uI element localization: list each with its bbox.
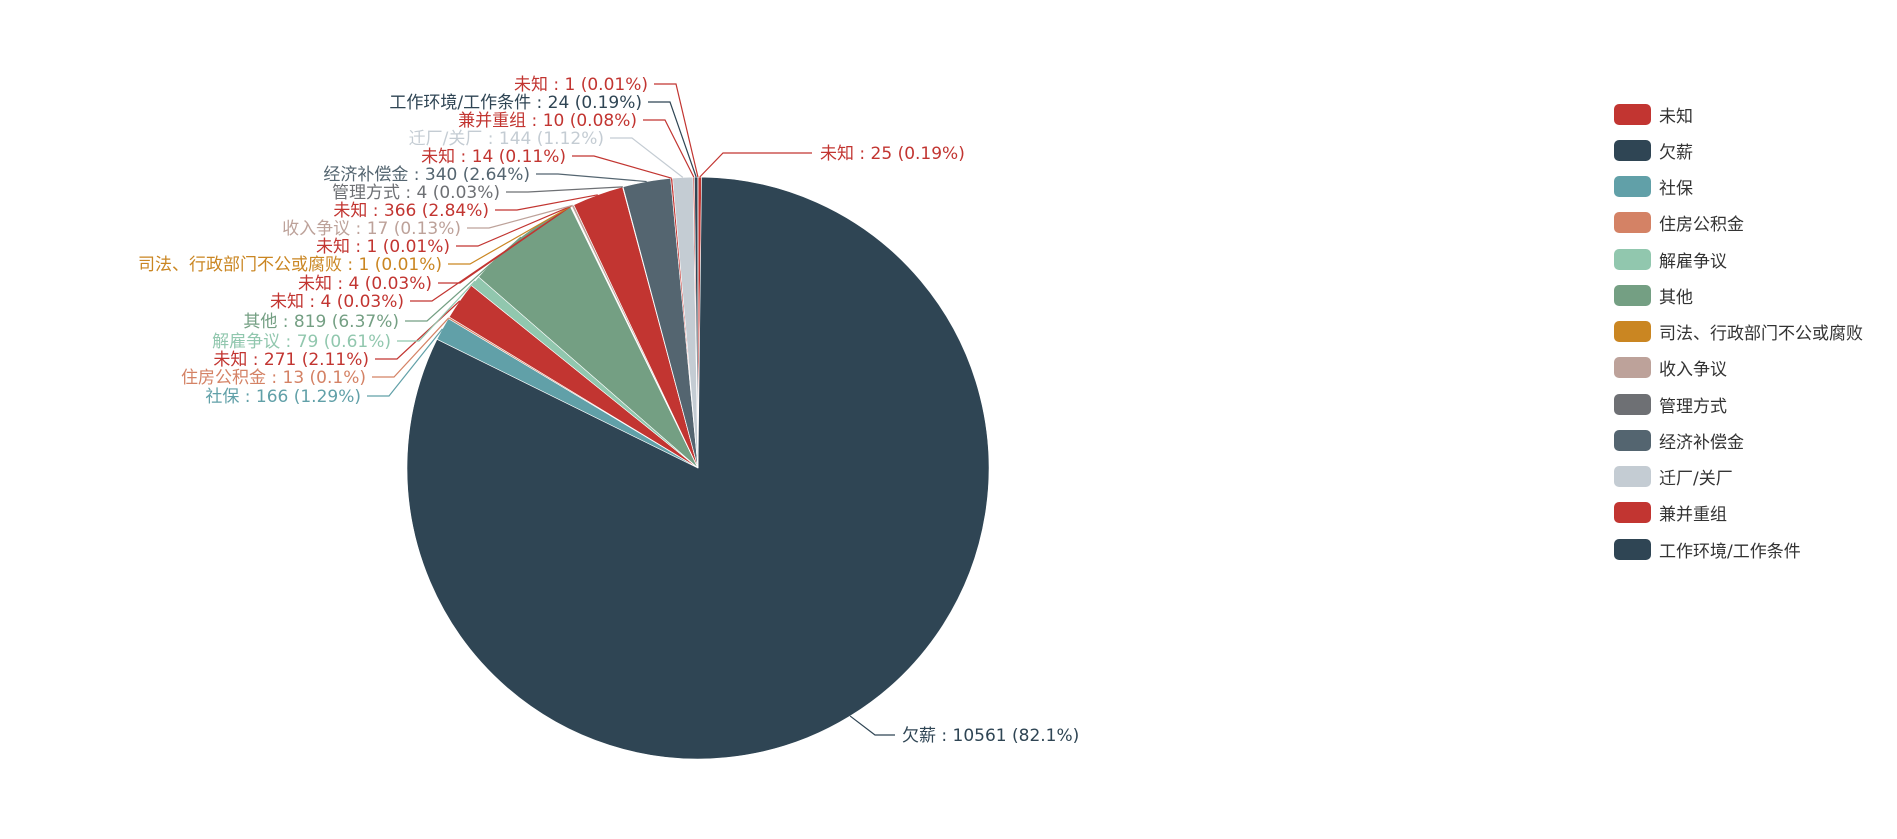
legend-item[interactable]: 司法、行政部门不公或腐败 <box>1614 314 1894 350</box>
legend-swatch <box>1614 139 1651 161</box>
label-leader-line <box>572 155 672 179</box>
slice-label: 未知 : 25 (0.19%) <box>820 144 965 164</box>
slice-label: 社保 : 166 (1.29%) <box>205 387 361 407</box>
legend-item[interactable]: 解雇争议 <box>1614 241 1894 277</box>
legend-swatch <box>1614 284 1651 306</box>
legend-item[interactable]: 其他 <box>1614 277 1894 313</box>
slice-label: 住房公积金 : 13 (0.1%) <box>181 368 366 388</box>
slice-label: 未知 : 366 (2.84%) <box>333 201 489 221</box>
slice-label: 解雇争议 : 79 (0.61%) <box>212 332 391 352</box>
legend-item[interactable]: 住房公积金 <box>1614 205 1894 241</box>
legend-item[interactable]: 迁厂/关厂 <box>1614 459 1894 495</box>
legend-label: 住房公积金 <box>1659 215 1744 236</box>
label-leader-line <box>456 205 572 247</box>
label-leader-line <box>467 204 573 229</box>
legend-swatch <box>1614 212 1651 234</box>
slice-label: 其他 : 819 (6.37%) <box>243 312 399 332</box>
legend-item[interactable]: 社保 <box>1614 169 1894 205</box>
legend-label: 未知 <box>1659 106 1693 127</box>
label-leader-line <box>699 152 812 178</box>
slice-label: 未知 : 14 (0.11%) <box>421 147 566 167</box>
label-leader-line <box>372 317 450 378</box>
legend-label: 收入争议 <box>1659 360 1727 381</box>
label-leader-line <box>438 205 572 284</box>
slice-label: 未知 : 4 (0.03%) <box>298 274 432 294</box>
label-leader-line <box>495 194 598 211</box>
legend-label: 兼并重组 <box>1659 505 1727 526</box>
label-leader-line <box>367 328 443 397</box>
legend-label: 社保 <box>1659 179 1693 200</box>
slice-label: 未知 : 271 (2.11%) <box>213 350 369 370</box>
legend-item[interactable]: 欠薪 <box>1614 132 1894 168</box>
label-leader-line <box>506 186 623 193</box>
slice-label: 收入争议 : 17 (0.13%) <box>282 219 461 239</box>
legend-label: 解雇争议 <box>1659 251 1727 272</box>
legend-swatch <box>1614 429 1651 451</box>
legend-item[interactable]: 收入争议 <box>1614 350 1894 386</box>
legend-item[interactable]: 未知 <box>1614 96 1894 132</box>
label-leader-line <box>397 280 476 342</box>
slice-label: 工作环境/工作条件 : 24 (0.19%) <box>389 93 642 113</box>
label-leader-line <box>405 236 522 322</box>
legend-swatch <box>1614 466 1651 488</box>
slice-label: 管理方式 : 4 (0.03%) <box>332 183 500 203</box>
legend-label: 欠薪 <box>1659 142 1693 163</box>
slice-label: 未知 : 1 (0.01%) <box>514 75 648 95</box>
slice-label: 司法、行政部门不公或腐败 : 1 (0.01%) <box>138 255 442 275</box>
label-leader-line <box>654 83 699 178</box>
legend-item[interactable]: 兼并重组 <box>1614 495 1894 531</box>
slice-label: 未知 : 4 (0.03%) <box>270 292 404 312</box>
legend-swatch <box>1614 321 1651 343</box>
slice-label: 迁厂/关厂 : 144 (1.12%) <box>409 129 604 149</box>
label-leader-line <box>448 205 572 265</box>
legend: 未知欠薪社保住房公积金解雇争议其他司法、行政部门不公或腐败 收入争议管理方式经济补… <box>1614 96 1894 567</box>
slice-label: 兼并重组 : 10 (0.08%) <box>458 111 637 131</box>
label-leader-line <box>610 137 684 178</box>
legend-swatch <box>1614 538 1651 560</box>
legend-label: 迁厂/关厂 <box>1659 469 1733 490</box>
legend-label: 工作环境/工作条件 <box>1659 541 1801 562</box>
legend-swatch <box>1614 176 1651 198</box>
label-leader-line <box>536 173 647 183</box>
label-leader-line <box>643 119 695 178</box>
legend-item[interactable]: 管理方式 <box>1614 386 1894 422</box>
legend-swatch <box>1614 393 1651 415</box>
legend-swatch <box>1614 357 1651 379</box>
slice-label: 欠薪 : 10561 (82.1%) <box>902 726 1079 746</box>
legend-item[interactable]: 工作环境/工作条件 <box>1614 531 1894 567</box>
slice-label: 经济补偿金 : 340 (2.64%) <box>323 165 530 185</box>
legend-swatch <box>1614 248 1651 270</box>
legend-item[interactable]: 经济补偿金 <box>1614 422 1894 458</box>
legend-label: 其他 <box>1659 287 1693 308</box>
legend-swatch <box>1614 502 1651 524</box>
slice-label: 未知 : 1 (0.01%) <box>316 237 450 257</box>
legend-label: 经济补偿金 <box>1659 432 1744 453</box>
legend-label: 司法、行政部门不公或腐败 <box>1659 324 1863 345</box>
label-leader-line <box>648 101 697 178</box>
legend-swatch <box>1614 103 1651 125</box>
label-leader-line <box>849 715 895 736</box>
legend-label: 管理方式 <box>1659 396 1727 417</box>
